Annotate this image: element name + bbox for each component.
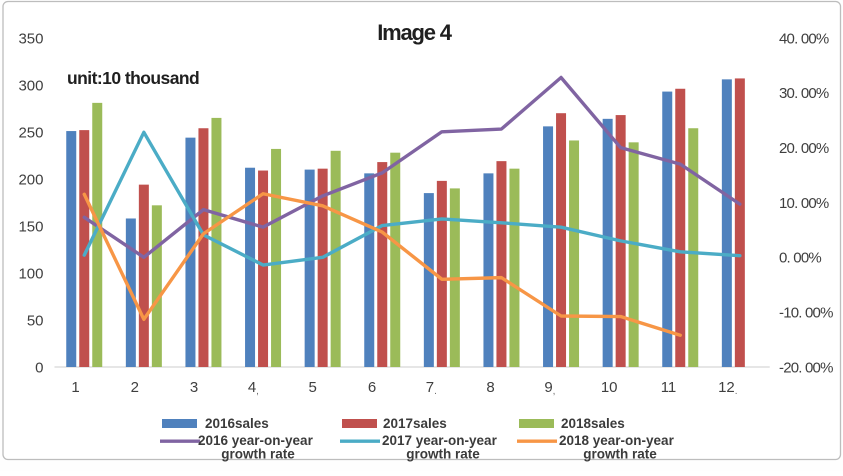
svg-text:2016sales: 2016sales	[205, 416, 269, 431]
svg-text:0. 00%: 0. 00%	[779, 250, 821, 267]
svg-text:150: 150	[18, 218, 43, 235]
svg-text:200: 200	[18, 171, 43, 188]
svg-text:9,: 9,	[544, 379, 555, 397]
svg-text:250: 250	[18, 124, 43, 141]
svg-text:0: 0	[35, 359, 43, 376]
svg-text:350: 350	[18, 30, 43, 47]
svg-text:8: 8	[486, 379, 494, 396]
svg-text:5: 5	[309, 379, 317, 396]
svg-text:10. 00%: 10. 00%	[779, 195, 829, 212]
svg-text:2017 year-on-year: 2017 year-on-year	[382, 433, 498, 448]
svg-text:unit:10 thousand: unit:10 thousand	[67, 68, 199, 88]
svg-text:100: 100	[18, 265, 43, 282]
svg-text:2: 2	[131, 379, 139, 396]
svg-text:12.: 12.	[718, 379, 737, 397]
svg-text:growth rate: growth rate	[406, 446, 480, 461]
svg-text:6: 6	[368, 379, 376, 396]
svg-text:20. 00%: 20. 00%	[779, 140, 829, 157]
svg-text:2016 year-on-year: 2016 year-on-year	[198, 433, 314, 448]
svg-text:Image 4: Image 4	[377, 20, 452, 45]
svg-text:2017sales: 2017sales	[383, 416, 447, 431]
svg-text:10: 10	[601, 379, 618, 396]
svg-text:4,: 4,	[248, 379, 259, 397]
svg-text:2018 year-on-year: 2018 year-on-year	[559, 433, 675, 448]
svg-text:30. 00%: 30. 00%	[779, 85, 829, 102]
svg-text:11: 11	[661, 379, 677, 396]
svg-text:3: 3	[190, 379, 198, 396]
svg-text:growth rate: growth rate	[583, 446, 657, 461]
svg-text:7.: 7.	[426, 379, 437, 397]
svg-text:40. 00%: 40. 00%	[779, 30, 829, 47]
svg-text:1: 1	[71, 379, 79, 396]
svg-text:300: 300	[18, 77, 43, 94]
svg-text:2018sales: 2018sales	[561, 416, 625, 431]
svg-text:-20. 00%: -20. 00%	[779, 359, 833, 376]
svg-text:growth rate: growth rate	[221, 446, 295, 461]
svg-text:50: 50	[27, 312, 44, 329]
svg-text:-10. 00%: -10. 00%	[779, 304, 833, 321]
